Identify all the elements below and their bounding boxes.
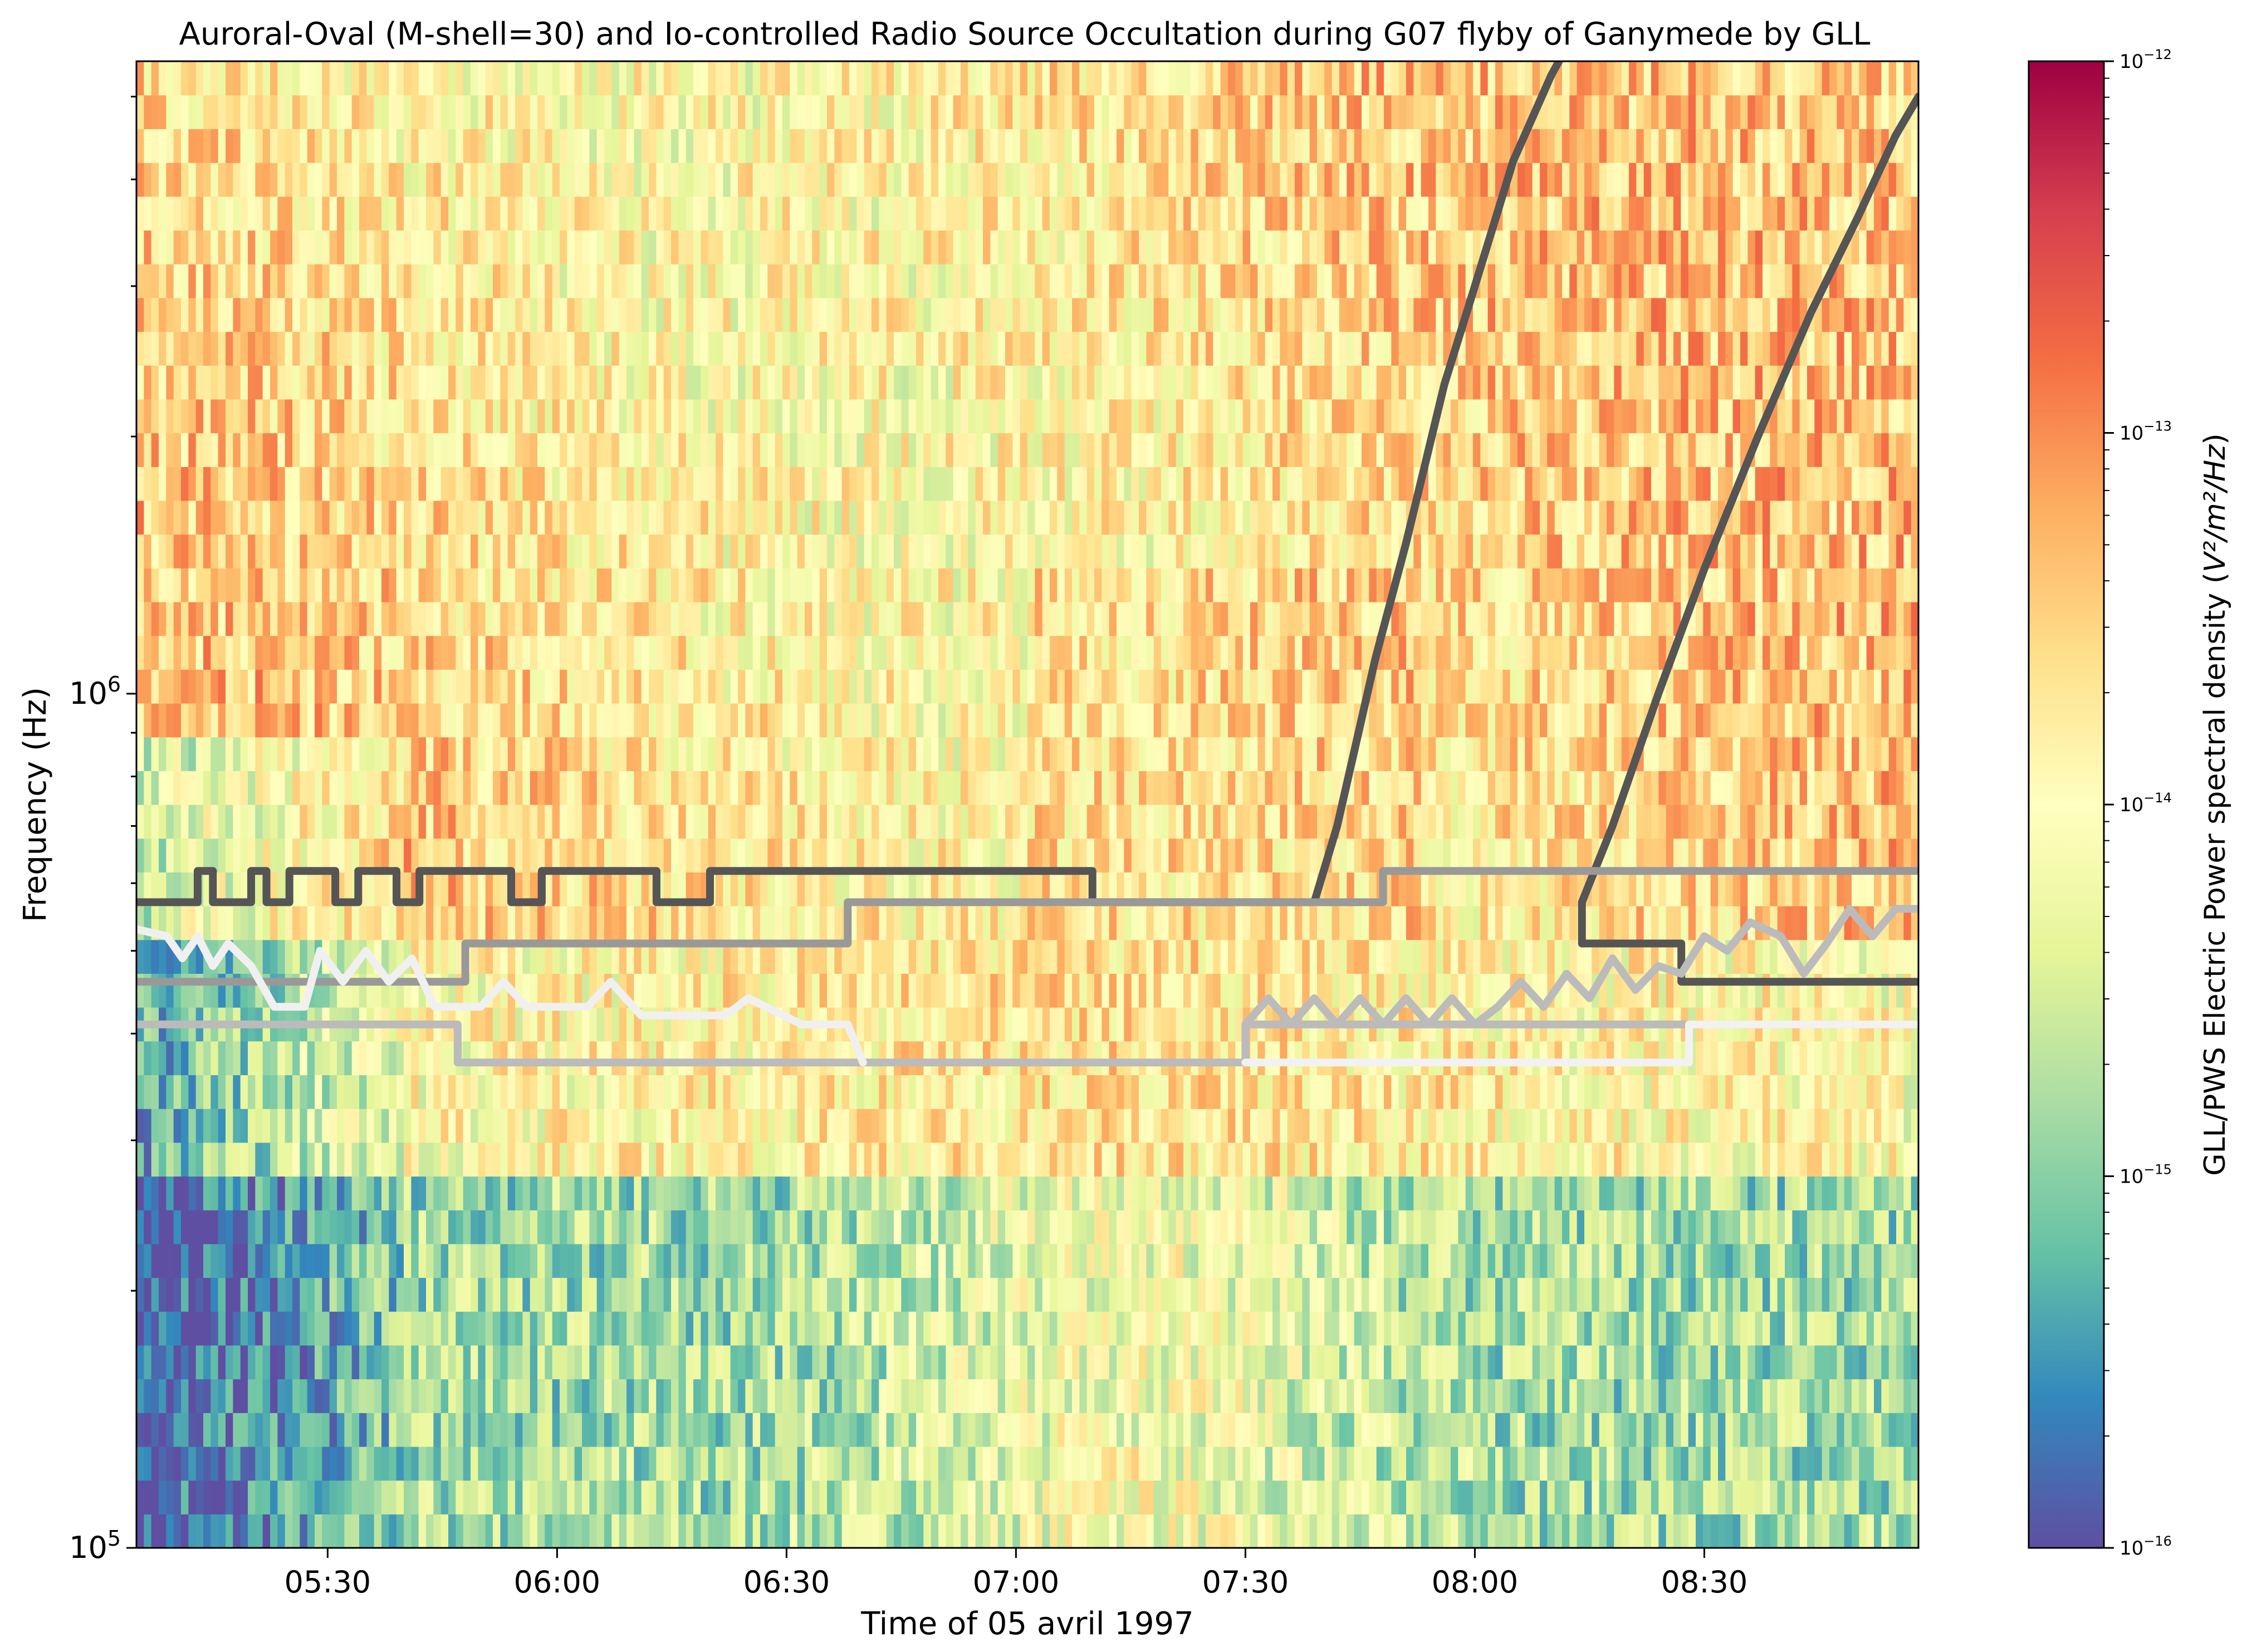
colorbar-tick-label: 10−15 — [2119, 1162, 2172, 1188]
x-tick-label: 07:30 — [1202, 1565, 1289, 1600]
chart-title: Auroral-Oval (M-shell=30) and Io-control… — [179, 16, 1871, 52]
x-tick-label: 08:30 — [1661, 1565, 1748, 1600]
occultation-curve-6 — [1241, 1020, 1918, 1067]
colorbar-label-close: ) — [2199, 433, 2232, 444]
x-tick-label: 08:00 — [1432, 1565, 1519, 1600]
occultation-curve-2 — [1578, 92, 1918, 948]
x-tick-label: 07:00 — [973, 1565, 1060, 1600]
plot-frame — [135, 60, 1920, 1549]
x-tick-label: 06:00 — [514, 1565, 601, 1600]
y-axis-label: Frequency (Hz) — [17, 687, 53, 922]
colorbar-ticks: 10−12 10−13 10−14 10−15 10−16 — [2104, 47, 2172, 1560]
colorbar-tick-label: 10−13 — [2119, 419, 2172, 445]
colorbar-tick-label: 10−12 — [2119, 47, 2172, 73]
occultation-curve-4 — [136, 867, 1918, 986]
x-axis-ticks: 05:30 06:00 06:30 07:00 07:30 08:00 08:30 — [285, 1548, 1748, 1600]
colorbar-tick-label: 10−16 — [2119, 1533, 2172, 1560]
y-tick-label: 105 — [69, 1526, 121, 1565]
colorbar-label-main: GLL/PWS Electric Power spectral density … — [2199, 572, 2232, 1176]
occultation-curves — [136, 61, 1918, 1067]
occultation-curve-3 — [1578, 939, 1918, 986]
colorbar: 10−12 10−13 10−14 10−15 10−16 GLL/PWS Electr… — [2028, 47, 2232, 1560]
y-axis-ticks: 105 106 — [69, 96, 136, 1565]
y-tick-label: 106 — [69, 672, 121, 711]
colorbar-label-unit: V²/m²/Hz — [2199, 444, 2232, 572]
plot-area — [135, 60, 1920, 1549]
occultation-curve-7 — [136, 925, 867, 1067]
colorbar-tick-label: 10−14 — [2119, 790, 2172, 816]
x-axis-label: Time of 05 avril 1997 — [860, 1606, 1194, 1642]
spectrogram-heatmap — [136, 61, 1918, 1548]
occultation-curve-8 — [1241, 905, 1918, 1028]
colorbar-label: GLL/PWS Electric Power spectral density … — [2199, 433, 2232, 1175]
x-tick-label: 05:30 — [285, 1565, 371, 1600]
occultation-curve-1 — [136, 61, 1563, 906]
colorbar-gradient — [2028, 60, 2105, 1549]
x-tick-label: 06:30 — [743, 1565, 830, 1600]
